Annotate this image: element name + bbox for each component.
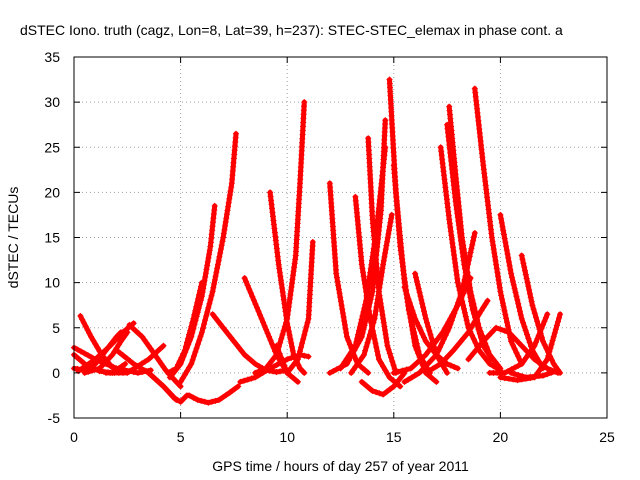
y-axis-label: dSTEC / TECUs (5, 187, 21, 289)
chart-title: dSTEC Iono. truth (cagz, Lon=8, Lat=39, … (20, 22, 563, 38)
y-tick-label: 5 (52, 320, 60, 336)
y-tick-label: 25 (44, 139, 60, 155)
y-tick-label: -5 (48, 410, 61, 426)
x-tick-label: 5 (177, 429, 185, 445)
x-tick-label: 10 (279, 429, 295, 445)
series-9 (145, 369, 190, 405)
series-markers (252, 99, 308, 376)
y-tick-label: 35 (44, 49, 60, 65)
y-tick-label: 10 (44, 275, 60, 291)
x-tick-label: 20 (493, 429, 509, 445)
series-43 (508, 368, 559, 381)
x-axis-label: GPS time / hours of day 257 of year 2011 (212, 458, 469, 474)
series-markers (444, 121, 495, 363)
series-36 (444, 121, 495, 363)
x-tick-label: 25 (599, 429, 615, 445)
series-42 (465, 324, 561, 376)
series-11 (166, 202, 218, 381)
y-tick-label: 20 (44, 184, 60, 200)
x-tick-label: 0 (70, 429, 78, 445)
series-markers (145, 369, 190, 405)
y-tick-label: 15 (44, 230, 60, 246)
series-markers (508, 368, 559, 381)
series-markers (352, 193, 404, 390)
series-38 (497, 211, 546, 372)
series-5 (81, 329, 131, 376)
series-26 (358, 369, 408, 398)
series-markers (273, 239, 316, 376)
series-18 (252, 99, 308, 376)
series-markers (497, 211, 546, 372)
y-tick-label: 0 (52, 365, 60, 381)
y-tick-label: 30 (44, 94, 60, 110)
series-20 (326, 180, 372, 376)
series-markers (437, 144, 504, 374)
series-markers (103, 342, 167, 376)
series-13 (186, 383, 242, 406)
data-layer (71, 76, 564, 406)
series-track (126, 322, 184, 389)
series-24 (352, 193, 404, 390)
series-markers (177, 130, 239, 385)
series-25 (365, 135, 399, 376)
series-markers (166, 202, 218, 381)
series-34 (437, 144, 504, 374)
series-12 (177, 130, 239, 385)
series-markers (471, 85, 525, 367)
series-37 (471, 85, 525, 367)
series-markers (365, 135, 399, 376)
series-19 (273, 239, 316, 376)
ticks: 0 5 10 15 20 25 -5 0 5 10 15 20 25 30 35 (44, 49, 615, 445)
series-markers (465, 324, 561, 376)
series-markers (186, 383, 242, 406)
series-markers (358, 369, 408, 398)
x-tick-label: 15 (386, 429, 402, 445)
series-markers (326, 180, 372, 376)
